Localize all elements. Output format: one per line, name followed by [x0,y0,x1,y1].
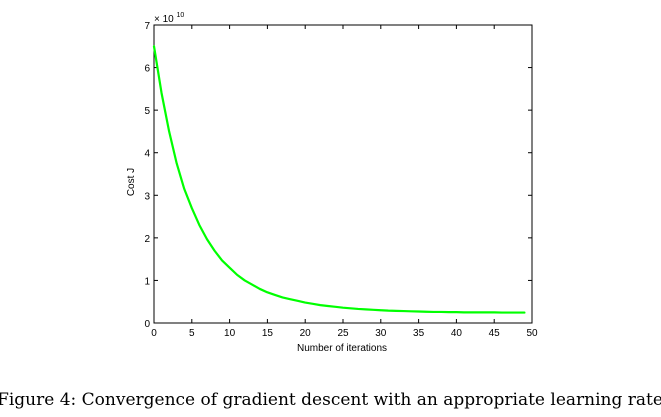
x-tick-label: 50 [526,328,538,339]
y-tick-label: 5 [144,106,150,117]
y-tick-label: 0 [144,319,150,330]
figure-caption: Figure 4: Convergence of gradient descen… [0,390,661,410]
y-multiplier-base: × 10 [154,14,174,25]
axes-frame [153,24,533,324]
series-line-0 [152,45,526,314]
y-tick-label: 7 [144,21,150,32]
y-tick-label: 4 [144,149,150,160]
x-tick-label: 0 [151,328,157,339]
x-tick-label: 40 [451,328,463,339]
y-axis-multiplier: × 10 10 [154,12,184,25]
x-tick-label: 45 [489,328,501,339]
x-tick-label: 15 [262,328,274,339]
y-tick-label: 2 [144,234,150,245]
x-tick-label: 5 [189,328,195,339]
x-axis-label: Number of iterations [297,343,387,354]
x-tick-label: 25 [337,328,349,339]
y-tick-label: 1 [144,276,150,287]
x-tick-label: 30 [375,328,387,339]
y-axis-label: Cost J [126,168,137,196]
x-tick-label: 10 [224,328,236,339]
y-tick-label: 3 [144,191,150,202]
y-multiplier-exponent: 10 [177,12,185,19]
x-tick-label: 35 [413,328,425,339]
y-tick-label: 6 [144,64,150,75]
x-tick-label: 20 [300,328,312,339]
